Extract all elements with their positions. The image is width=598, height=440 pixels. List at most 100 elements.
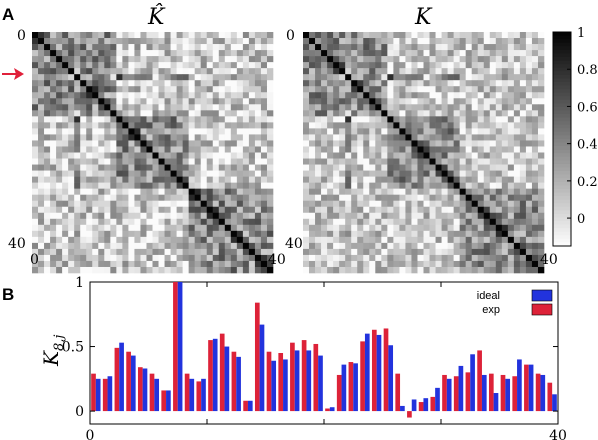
left-heatmap-cell [236,212,244,220]
left-heatmap-cell [164,212,171,220]
right-heatmap-cell [525,248,533,256]
right-heatmap-cell [531,128,539,135]
right-heatmap-cell [303,254,310,262]
left-heatmap-cell [98,146,105,153]
left-heatmap-cell [224,212,232,220]
colorbar-step [553,174,571,179]
exp-bar [383,328,389,412]
right-heatmap-cell [489,170,497,177]
left-heatmap-cell [104,122,111,129]
left-heatmap-cell [104,152,111,159]
left-heatmap-cell [134,86,141,93]
right-heatmap-cell [369,236,376,244]
left-heatmap-cell [170,56,177,63]
right-heatmap-cell [405,56,412,63]
right-heatmap-cell [537,38,545,45]
right-heatmap-cell [357,236,364,244]
left-heatmap-cell [158,248,165,256]
left-heatmap-cell [236,164,244,171]
left-heatmap-cell [152,104,159,111]
left-heatmap-cell [266,170,274,177]
left-heatmap-cell [242,98,250,105]
right-heatmap-cell [453,188,460,195]
right-heatmap-cell [519,116,527,123]
left-heatmap-cell [128,56,135,63]
right-heatmap-cell [345,116,352,123]
right-heatmap-cell [357,230,364,238]
left-heatmap-cell [44,68,51,75]
left-heatmap-cell [122,74,129,81]
right-heatmap-cell [483,74,491,81]
right-heatmap-cell [435,236,442,244]
left-heatmap-cell [152,116,159,123]
right-heatmap-cell [417,128,424,135]
left-heatmap-cell [254,74,262,81]
left-heatmap-cell [182,122,189,129]
left-heatmap-cell [164,122,171,129]
left-heatmap-cell [92,128,99,135]
right-heatmap-cell [531,236,539,244]
left-heatmap-cell [260,32,268,39]
left-heatmap-cell [158,44,165,51]
left-heatmap-cell [62,212,69,220]
left-heatmap-cell [98,206,105,214]
left-heatmap-cell [110,182,117,189]
left-heatmap-cell [62,86,69,93]
left-heatmap-cell [266,266,274,274]
left-heatmap-cell [254,182,262,189]
right-heatmap-cell [411,32,418,39]
right-heatmap-cell [507,104,515,111]
right-heatmap-cell [411,242,418,250]
left-heatmap-cell [182,206,189,214]
right-heatmap-cell [345,224,352,232]
left-heatmap-cell [134,212,141,220]
right-heatmap-cell [381,158,388,165]
left-heatmap-cell [110,176,117,183]
left-heatmap-cell [206,32,214,39]
right-heatmap-cell [357,158,364,165]
right-heatmap-cell [501,158,509,165]
left-heatmap-cell [86,248,93,256]
right-heatmap-cell [357,266,364,274]
left-heatmap-cell [170,230,177,238]
left-heatmap-cell [56,194,63,202]
right-heatmap-cell [357,110,364,117]
left-heatmap-cell [68,44,75,51]
colorbar-step [553,64,571,69]
right-heatmap-cell [435,38,442,45]
left-heatmap-cell [206,260,214,268]
left-heatmap-cell [32,116,39,123]
right-heatmap-cell [495,230,503,238]
left-heatmap-cell [140,224,147,232]
left-heatmap-cell [236,44,244,51]
right-heatmap-cell [405,50,412,57]
left-heatmap-cell [116,248,123,256]
right-heatmap-cell [309,128,316,135]
left-heatmap-cell [116,200,123,208]
right-heatmap-cell [357,206,364,214]
exp-bar [137,367,143,412]
right-heatmap-cell [381,194,388,202]
left-heatmap-cell [176,38,183,45]
left-heatmap-cell [224,236,232,244]
left-heatmap-cell [206,182,214,189]
left-heatmap-cell [110,200,117,208]
left-heatmap-cell [146,92,153,99]
left-heatmap-cell [254,188,262,195]
right-heatmap-cell [339,80,346,87]
right-heatmap-cell [381,110,388,117]
right-heatmap-cell [399,92,406,99]
right-heatmap-cell [423,236,430,244]
left-heatmap-cell [176,50,183,57]
left-heatmap-cell [104,116,111,123]
left-heatmap-cell [170,152,177,159]
right-heatmap-cell [501,32,509,39]
left-heatmap-cell [218,80,226,87]
left-heatmap-cell [104,110,111,117]
left-heatmap-cell [152,128,159,135]
right-heatmap-cell [477,170,485,177]
right-heatmap-cell [483,86,491,93]
right-heatmap-cell [303,170,310,177]
left-heatmap-cell [122,188,129,195]
right-heatmap-cell [537,86,545,93]
